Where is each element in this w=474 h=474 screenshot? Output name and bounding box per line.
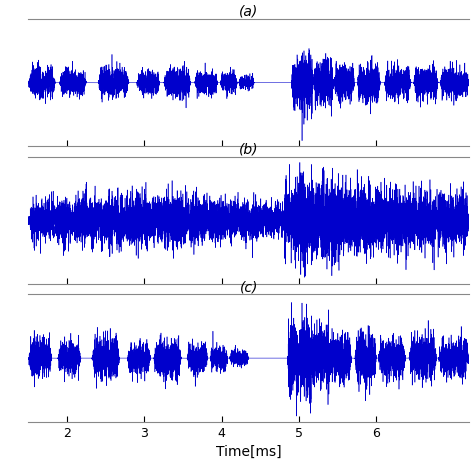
Title: (b): (b) bbox=[239, 143, 259, 157]
Title: (c): (c) bbox=[240, 280, 258, 294]
Title: (a): (a) bbox=[239, 5, 258, 19]
X-axis label: Time[ms]: Time[ms] bbox=[216, 445, 282, 459]
